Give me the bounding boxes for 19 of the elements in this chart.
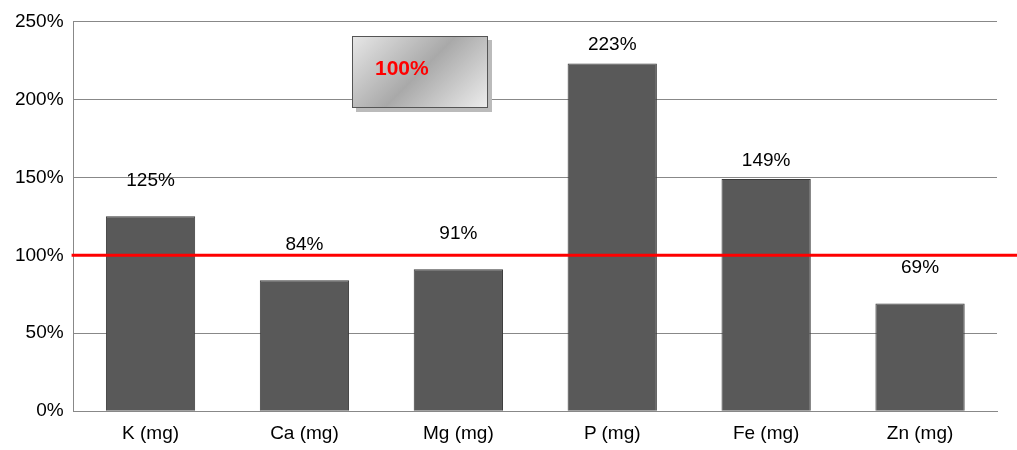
x-tick-label: P (mg) xyxy=(583,421,641,443)
x-tick-label: Mg (mg) xyxy=(422,421,494,443)
y-tick-label: 200% xyxy=(14,87,64,109)
data-label: 149% xyxy=(741,148,791,170)
y-tick-label: 100% xyxy=(14,243,64,265)
x-tick-label: K (mg) xyxy=(122,421,180,443)
x-tick-label: Zn (mg) xyxy=(886,421,954,443)
data-label: 91% xyxy=(439,222,478,244)
y-tick-label: 250% xyxy=(14,9,64,31)
data-label: 84% xyxy=(285,232,324,254)
y-tick-label: 0% xyxy=(36,399,64,421)
data-label: 223% xyxy=(587,33,637,55)
x-tick-label: Ca (mg) xyxy=(270,421,339,443)
y-tick-label: 150% xyxy=(14,165,64,187)
ref-line-label: 100% xyxy=(375,56,429,80)
data-label: 125% xyxy=(126,169,175,191)
data-label: 69% xyxy=(901,256,940,278)
x-tick-label: Fe (mg) xyxy=(732,421,800,443)
y-tick-label: 50% xyxy=(25,321,64,343)
